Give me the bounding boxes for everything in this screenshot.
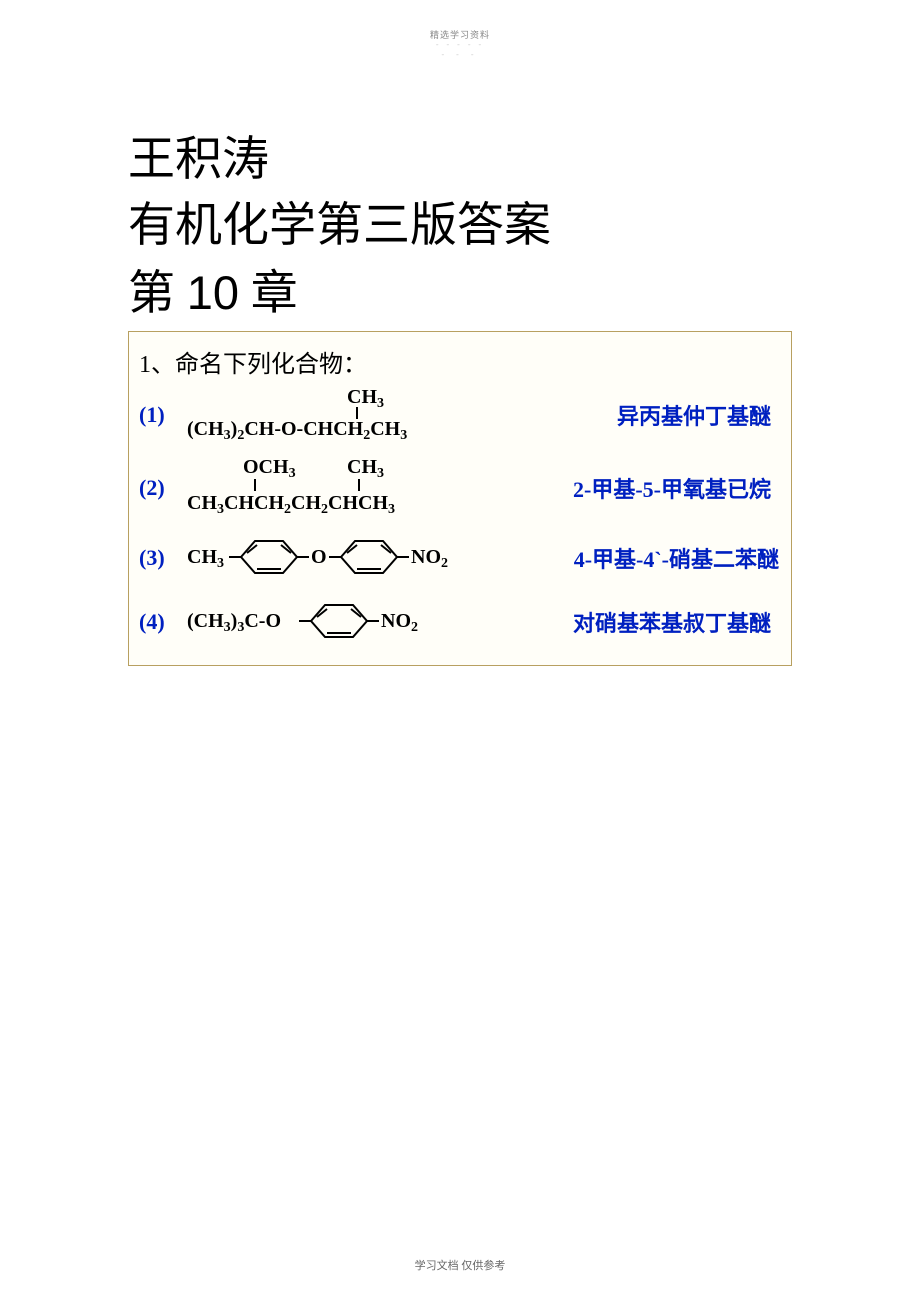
- footer-text: 学习文档 仅供参考: [415, 1257, 506, 1273]
- header-dashes2: - - -: [442, 50, 479, 59]
- chemistry-box: 1、命名下列化合物： (1) CH3 (CH3)2CH-O-CHCH2CH3 异…: [128, 331, 792, 666]
- title-line-1: 王积涛: [128, 128, 792, 194]
- item-3-answer: 4-甲基-4`-硝基二苯醚: [574, 542, 781, 574]
- main-content: 王积涛 有机化学第三版答案 第 10 章 1、命名下列化合物： (1) CH3 …: [128, 128, 792, 666]
- svg-text:OCH3: OCH3: [243, 457, 296, 481]
- title-line-2: 有机化学第三版答案: [128, 194, 792, 260]
- item-1-num: (1): [139, 402, 187, 428]
- title-prefix: 第: [128, 268, 187, 320]
- title-line-3: 第 10 章: [128, 260, 792, 328]
- item-3-structure: CH3 O NO2: [187, 533, 517, 583]
- svg-text:CH3: CH3: [187, 546, 224, 571]
- question-header: 1、命名下列化合物：: [139, 344, 781, 379]
- item-4: (4) (CH3)3C-O NO2 对硝基苯基叔丁基醚: [139, 597, 781, 647]
- item-1-structure: CH3 (CH3)2CH-O-CHCH2CH3: [187, 387, 447, 443]
- title-suffix: 章: [239, 268, 298, 320]
- svg-text:NO2: NO2: [381, 610, 418, 635]
- title-num: 10: [187, 266, 239, 319]
- item-1: (1) CH3 (CH3)2CH-O-CHCH2CH3 异丙基仲丁基醚: [139, 387, 781, 443]
- item-4-num: (4): [139, 609, 187, 635]
- item-3-num: (3): [139, 545, 187, 571]
- svg-text:(CH3)2CH-O-CHCH2CH3: (CH3)2CH-O-CHCH2CH3: [187, 418, 407, 443]
- item-2-structure: OCH3 CH3 CH3CHCH2CH2CHCH3: [187, 457, 467, 519]
- svg-text:CH3: CH3: [347, 457, 384, 481]
- header-dashes: - - - - -: [436, 40, 484, 49]
- svg-text:(CH3)3C-O: (CH3)3C-O: [187, 610, 281, 635]
- item-4-structure: (CH3)3C-O NO2: [187, 597, 487, 647]
- svg-text:NO2: NO2: [411, 546, 448, 571]
- item-4-answer: 对硝基苯基叔丁基醚: [573, 606, 781, 638]
- svg-text:CH3CHCH2CH2CHCH3: CH3CHCH2CH2CHCH3: [187, 492, 395, 517]
- item-2-answer: 2-甲基-5-甲氧基已烷: [573, 472, 781, 504]
- svg-text:O: O: [311, 546, 327, 568]
- item-2: (2) OCH3 CH3 CH3CHCH2CH2CHCH3 2-甲基-5-甲氧基…: [139, 457, 781, 519]
- item-3: (3) CH3 O: [139, 533, 781, 583]
- svg-text:CH3: CH3: [347, 387, 384, 411]
- item-2-num: (2): [139, 475, 187, 501]
- item-1-answer: 异丙基仲丁基醚: [617, 399, 781, 431]
